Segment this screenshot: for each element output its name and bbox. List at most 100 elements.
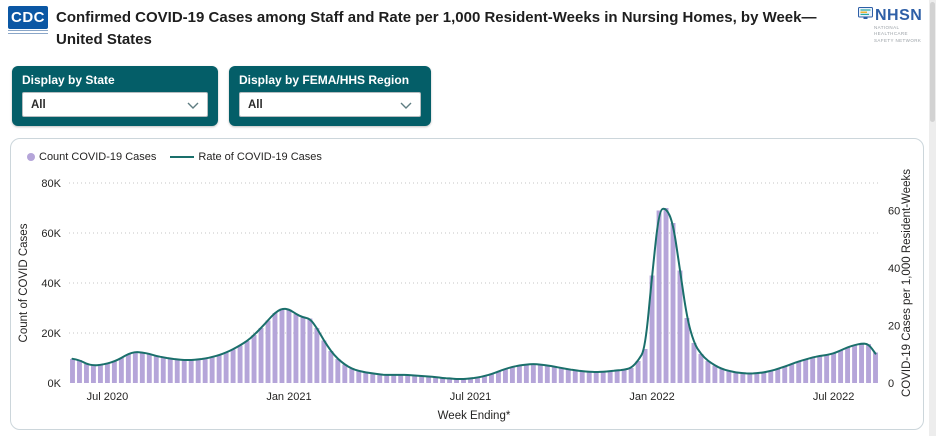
- count-bar[interactable]: [489, 374, 494, 383]
- count-bar[interactable]: [70, 359, 75, 383]
- count-bar[interactable]: [244, 341, 250, 383]
- count-bar[interactable]: [572, 370, 578, 384]
- count-bar[interactable]: [649, 275, 655, 384]
- count-bar[interactable]: [782, 366, 788, 384]
- count-bar[interactable]: [174, 359, 180, 384]
- count-bar[interactable]: [258, 328, 264, 383]
- count-bar[interactable]: [90, 365, 96, 384]
- count-bar[interactable]: [621, 369, 627, 383]
- count-bar[interactable]: [656, 210, 662, 384]
- region-dropdown[interactable]: All: [239, 92, 421, 117]
- count-bar[interactable]: [516, 365, 522, 384]
- count-bar[interactable]: [321, 340, 327, 384]
- count-bar[interactable]: [663, 208, 669, 383]
- count-bar[interactable]: [565, 369, 571, 383]
- count-bar[interactable]: [307, 318, 313, 384]
- count-bar[interactable]: [593, 372, 599, 383]
- count-bar[interactable]: [579, 371, 585, 383]
- count-bar[interactable]: [614, 370, 620, 384]
- count-bar[interactable]: [775, 369, 781, 383]
- count-bar[interactable]: [370, 373, 376, 384]
- vertical-scrollbar[interactable]: [929, 0, 936, 436]
- count-bar[interactable]: [810, 357, 816, 384]
- count-bar[interactable]: [859, 343, 864, 384]
- count-bar[interactable]: [754, 373, 760, 383]
- count-bar[interactable]: [509, 367, 515, 383]
- scrollbar-thumb[interactable]: [930, 2, 935, 122]
- count-bar[interactable]: [391, 375, 397, 383]
- count-bar[interactable]: [216, 355, 222, 383]
- count-bar[interactable]: [642, 349, 648, 383]
- count-bar[interactable]: [356, 371, 362, 383]
- count-bar[interactable]: [789, 364, 795, 383]
- count-bar[interactable]: [139, 352, 145, 384]
- count-bar[interactable]: [223, 352, 229, 384]
- count-bar[interactable]: [873, 352, 878, 384]
- count-bar[interactable]: [342, 364, 348, 384]
- count-bar[interactable]: [84, 364, 89, 383]
- count-bar[interactable]: [167, 358, 173, 384]
- count-bar[interactable]: [272, 313, 278, 383]
- count-bar[interactable]: [600, 371, 606, 383]
- count-bar[interactable]: [237, 345, 243, 384]
- count-bar[interactable]: [363, 372, 369, 384]
- count-bar[interactable]: [677, 270, 683, 384]
- count-bar[interactable]: [586, 371, 592, 383]
- count-bar[interactable]: [537, 364, 543, 384]
- count-bar[interactable]: [705, 361, 711, 383]
- count-bar[interactable]: [544, 365, 550, 384]
- count-bar[interactable]: [454, 379, 459, 383]
- count-bar[interactable]: [712, 365, 718, 384]
- count-bar[interactable]: [412, 375, 418, 384]
- count-bar[interactable]: [698, 354, 704, 383]
- count-bar[interactable]: [118, 358, 124, 383]
- count-bar[interactable]: [670, 223, 676, 383]
- count-bar[interactable]: [188, 360, 194, 383]
- count-bar[interactable]: [719, 369, 725, 383]
- count-bar[interactable]: [468, 378, 473, 384]
- count-bar[interactable]: [349, 368, 355, 384]
- count-bar[interactable]: [831, 353, 837, 384]
- count-bar[interactable]: [607, 371, 613, 383]
- count-bar[interactable]: [377, 374, 383, 384]
- count-bar[interactable]: [328, 351, 334, 383]
- count-bar[interactable]: [824, 355, 830, 383]
- count-bar[interactable]: [817, 356, 823, 383]
- count-bar[interactable]: [293, 314, 299, 383]
- count-bar[interactable]: [628, 368, 634, 383]
- count-bar[interactable]: [866, 344, 871, 383]
- count-bar[interactable]: [146, 354, 152, 383]
- count-bar[interactable]: [300, 317, 306, 384]
- count-bar[interactable]: [768, 371, 774, 383]
- count-bar[interactable]: [195, 359, 201, 384]
- count-bar[interactable]: [286, 309, 292, 384]
- count-bar[interactable]: [523, 364, 529, 384]
- count-bar[interactable]: [530, 364, 536, 383]
- count-bar[interactable]: [447, 378, 453, 384]
- count-bar[interactable]: [265, 320, 271, 384]
- count-bar[interactable]: [740, 373, 746, 383]
- covid-bar-line-chart[interactable]: 0K 20K 40K 60K 80K 0 20 40 60 Jul 2020 Jan 2021 Jul…: [11, 139, 922, 428]
- count-bar[interactable]: [761, 372, 767, 384]
- count-bar[interactable]: [495, 371, 501, 384]
- count-bar[interactable]: [97, 365, 103, 383]
- count-bar[interactable]: [726, 371, 732, 383]
- count-bar[interactable]: [551, 366, 557, 384]
- count-bar[interactable]: [209, 357, 215, 383]
- count-bar[interactable]: [475, 377, 480, 384]
- count-bar[interactable]: [796, 361, 802, 384]
- count-bar[interactable]: [314, 328, 320, 383]
- count-bar[interactable]: [845, 347, 851, 384]
- count-bar[interactable]: [125, 354, 131, 383]
- count-bar[interactable]: [405, 375, 411, 383]
- count-bar[interactable]: [335, 359, 341, 383]
- count-bar[interactable]: [251, 335, 257, 383]
- count-bar[interactable]: [635, 361, 641, 383]
- count-bar[interactable]: [160, 357, 166, 384]
- count-bar[interactable]: [747, 373, 753, 384]
- count-bar[interactable]: [419, 376, 425, 383]
- count-bar[interactable]: [181, 360, 187, 383]
- count-bar[interactable]: [132, 352, 138, 383]
- count-bar[interactable]: [77, 360, 82, 383]
- count-bar[interactable]: [230, 349, 236, 384]
